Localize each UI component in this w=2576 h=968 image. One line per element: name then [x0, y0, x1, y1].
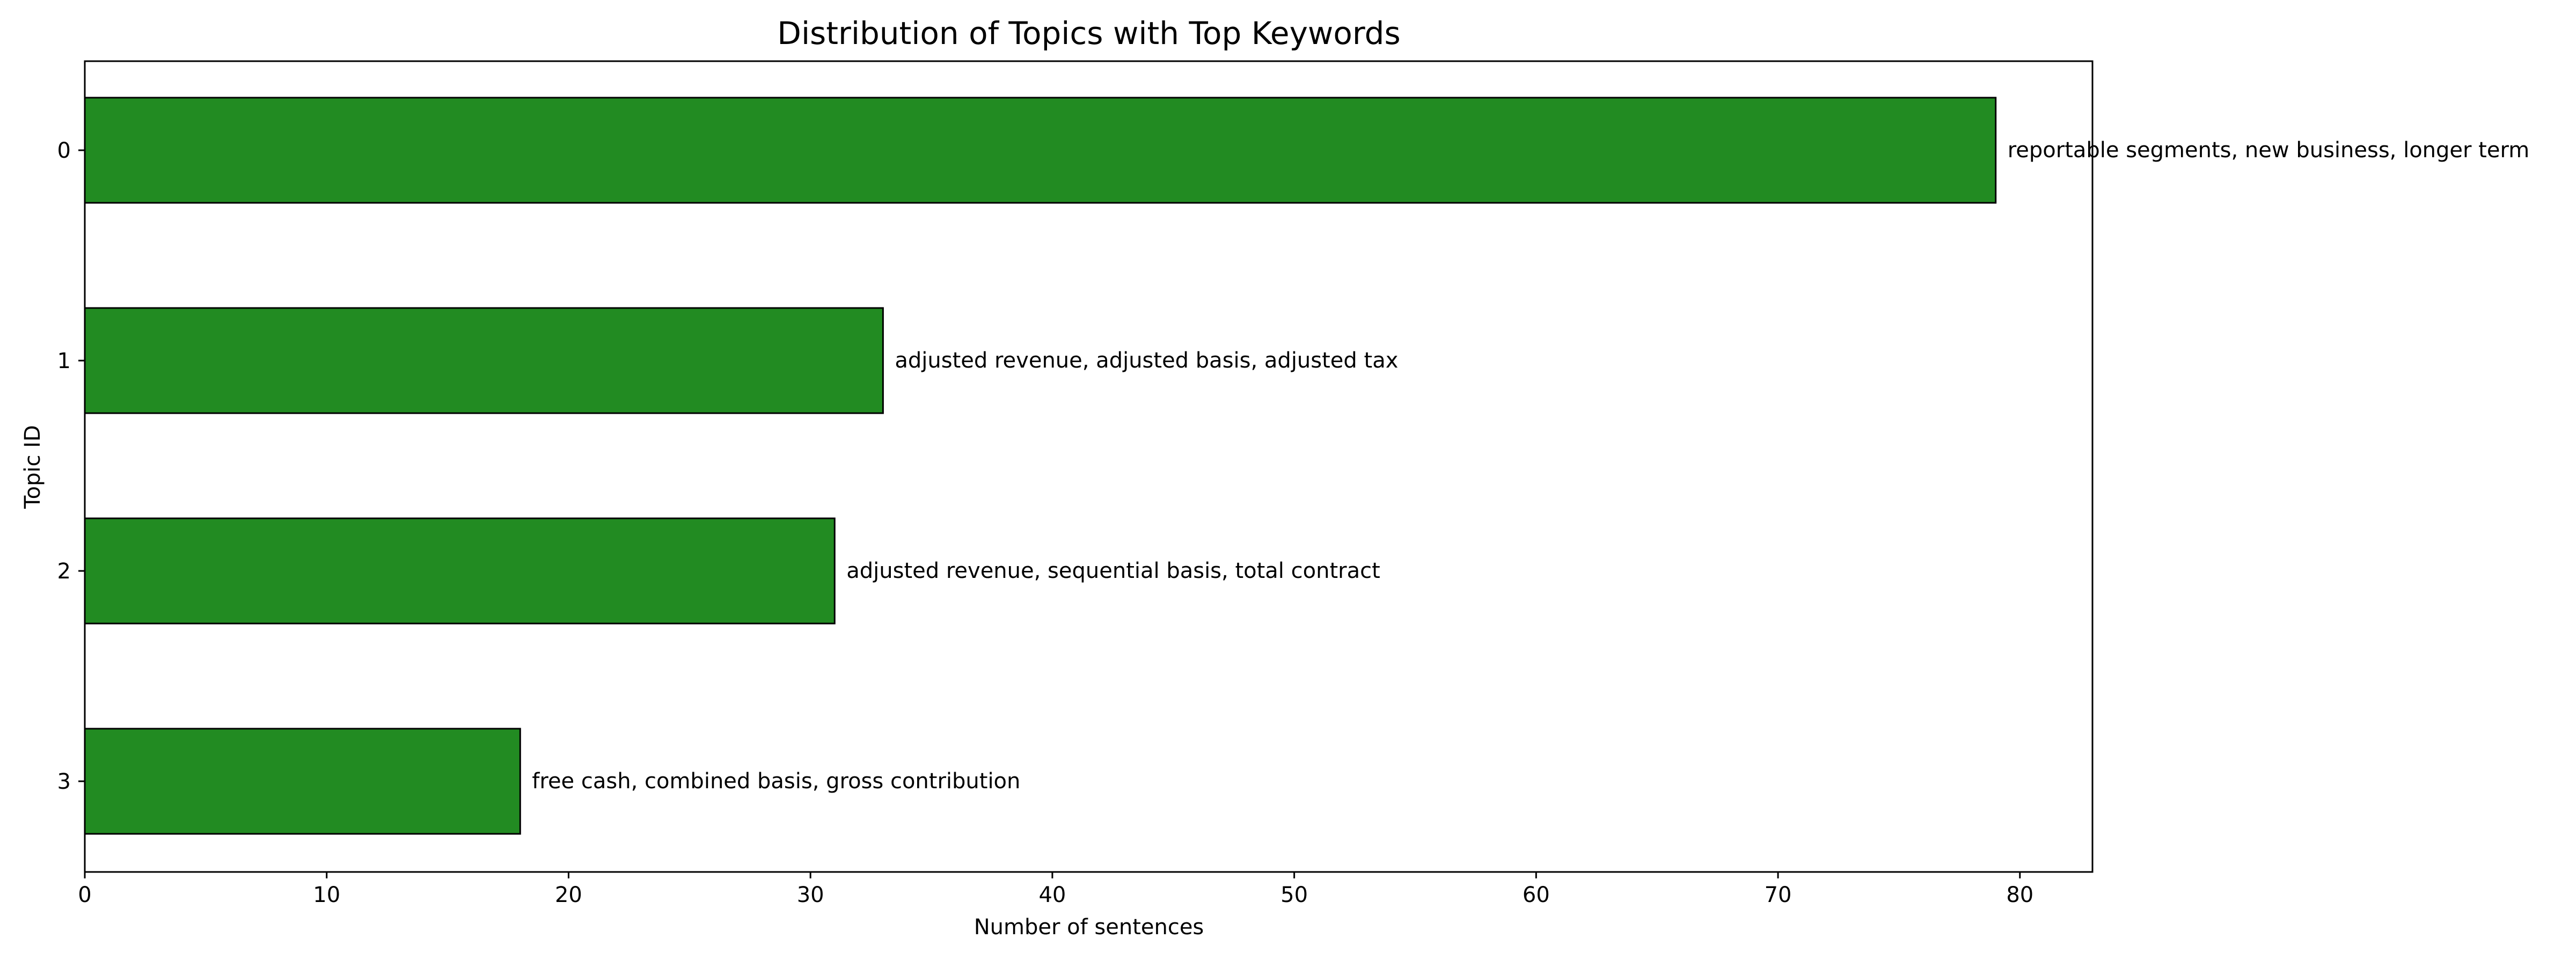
x-tick-label: 40 — [1038, 883, 1066, 907]
bar-topic-3 — [84, 728, 521, 835]
y-axis-label: Topic ID — [20, 425, 45, 509]
bar-keyword-label: adjusted revenue, sequential basis, tota… — [846, 559, 1380, 583]
x-tick-label: 30 — [797, 883, 824, 907]
x-tick-label: 20 — [555, 883, 582, 907]
bar-topic-1 — [84, 307, 884, 414]
x-tick-label: 80 — [2006, 883, 2033, 907]
x-tick-label: 50 — [1280, 883, 1308, 907]
bar-keyword-label: reportable segments, new business, longe… — [2008, 138, 2529, 163]
chart-title: Distribution of Topics with Top Keywords — [777, 15, 1400, 52]
x-tick-label: 10 — [313, 883, 340, 907]
bar-keyword-label: free cash, combined basis, gross contrib… — [532, 769, 1020, 794]
x-axis-label: Number of sentences — [974, 915, 1204, 940]
y-tick-label: 0 — [57, 138, 71, 163]
bar-topic-0 — [84, 97, 1997, 204]
x-tick-label: 0 — [78, 883, 91, 907]
y-tick-label: 1 — [57, 349, 71, 373]
bar-keyword-label: adjusted revenue, adjusted basis, adjust… — [895, 348, 1398, 373]
y-tick-label: 3 — [57, 769, 71, 794]
plot-frame — [84, 60, 2094, 873]
x-tick-label: 70 — [1765, 883, 1792, 907]
x-tick-label: 60 — [1523, 883, 1550, 907]
y-tick-label: 2 — [57, 559, 71, 584]
bar-topic-2 — [84, 517, 836, 625]
